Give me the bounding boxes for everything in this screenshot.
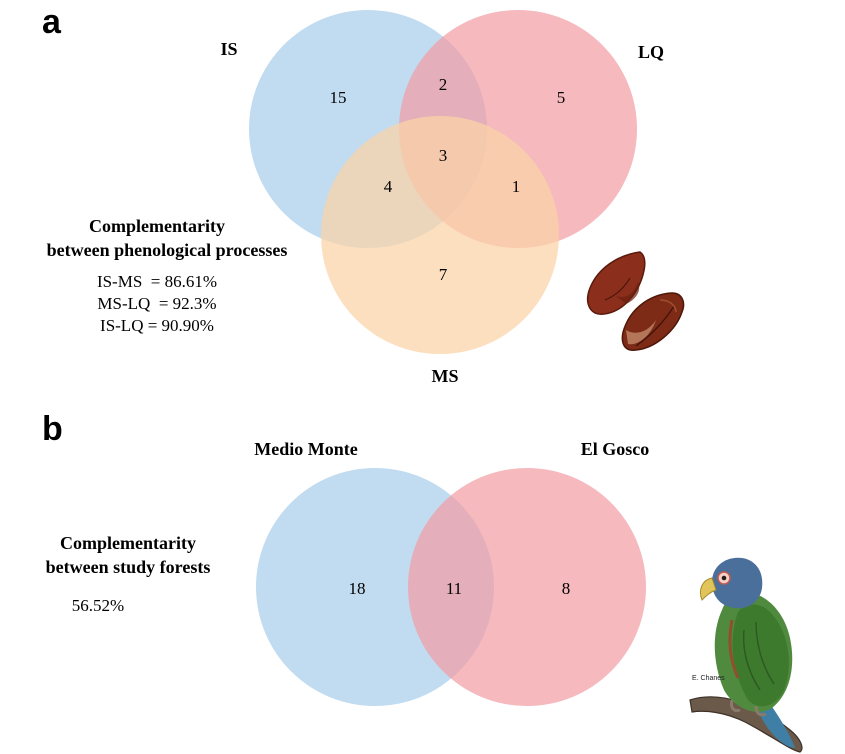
venn-three-set (249, 10, 637, 354)
seeds-icon (586, 251, 685, 351)
note-a-title-line2: between phenological processes (47, 240, 288, 260)
circle-el-gosco (408, 468, 646, 706)
count-lq-ms: 1 (512, 177, 521, 196)
count-all: 3 (439, 146, 448, 165)
count-both-forests: 11 (446, 579, 462, 598)
note-a-is-lq: IS-LQ = 90.90% (100, 316, 214, 335)
note-a-title-line1: Complementarity (89, 216, 225, 236)
note-b-value: 56.52% (72, 596, 124, 615)
set-label-medio-monte: Medio Monte (254, 439, 357, 459)
count-medio-monte-only: 18 (349, 579, 366, 598)
note-a-ms-lq: MS-LQ = 92.3% (97, 294, 216, 313)
artist-credit: E. Chanes (692, 675, 725, 682)
complementarity-note-b: Complementarity between study forests 56… (46, 533, 211, 615)
count-is-only: 15 (330, 88, 347, 107)
note-b-title-line1: Complementarity (60, 533, 196, 553)
panel-b-letter: b (42, 410, 63, 448)
count-lq-only: 5 (557, 88, 566, 107)
set-label-lq: LQ (638, 42, 664, 62)
count-is-lq: 2 (439, 75, 448, 94)
set-label-ms: MS (432, 366, 459, 386)
set-label-is: IS (220, 39, 237, 59)
panel-b: b Medio Monte El Gosco 18 11 8 Complemen… (42, 410, 803, 753)
count-el-gosco-only: 8 (562, 579, 571, 598)
complementarity-note-a: Complementarity between phenological pro… (47, 216, 288, 335)
parrot-icon: E. Chanes (689, 557, 803, 753)
circle-ms (321, 116, 559, 354)
count-ms-only: 7 (439, 265, 448, 284)
venn-two-set (256, 468, 646, 706)
count-is-ms: 4 (384, 177, 393, 196)
note-a-is-ms: IS-MS = 86.61% (97, 272, 217, 291)
panel-a: a IS LQ MS 15 5 2 3 4 1 7 Complementarit… (42, 3, 685, 386)
note-b-title-line2: between study forests (46, 557, 211, 577)
panel-a-letter: a (42, 3, 62, 41)
set-label-el-gosco: El Gosco (581, 439, 650, 459)
